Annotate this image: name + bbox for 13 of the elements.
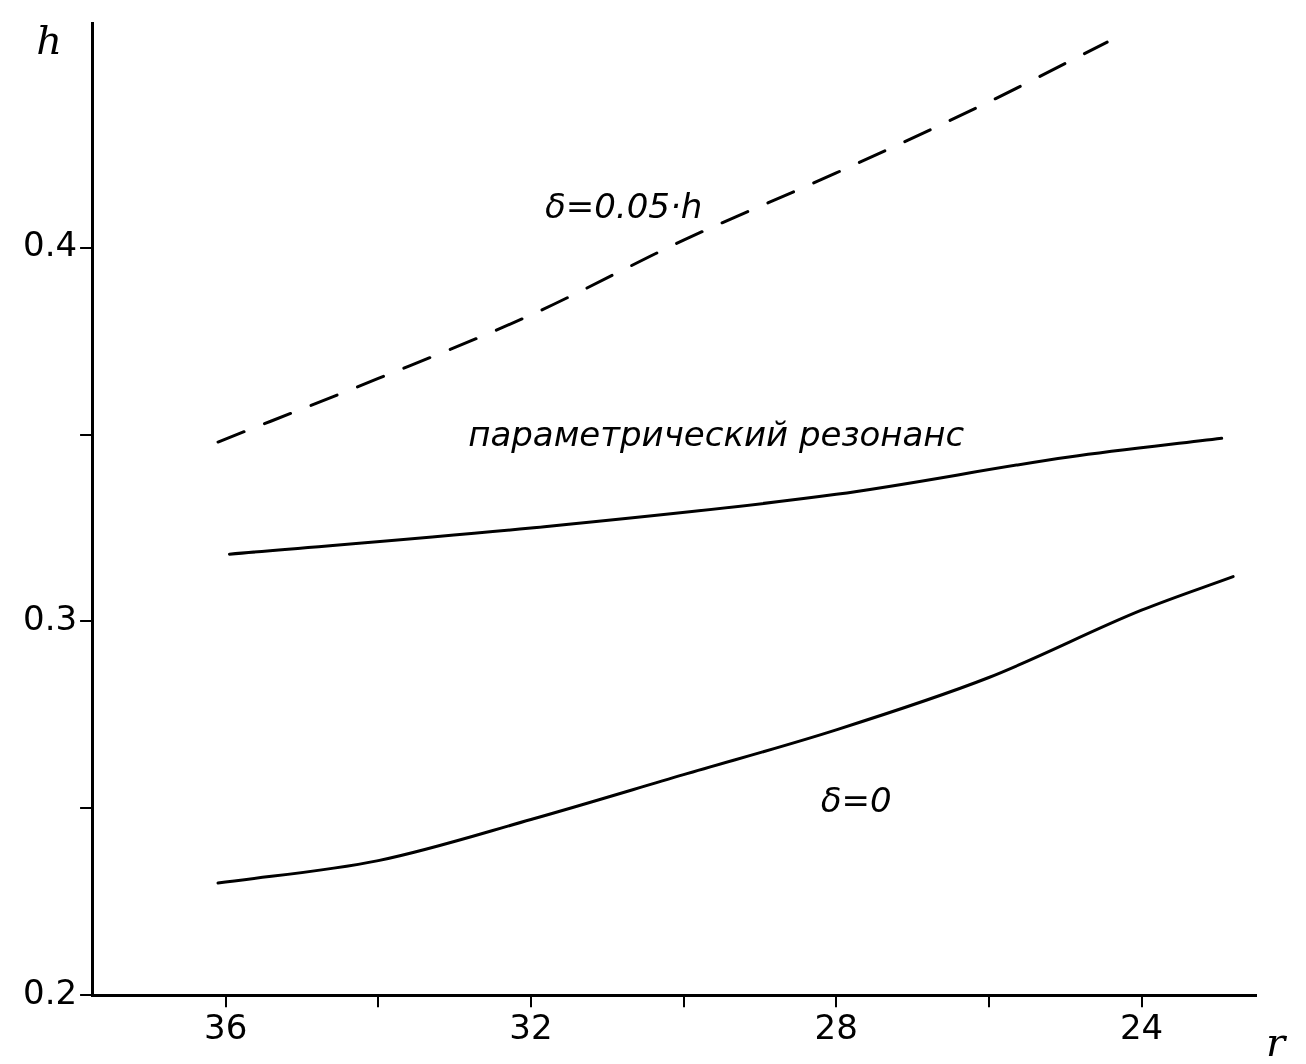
- y-tick-label: 0.4: [22, 224, 78, 265]
- x-axis-title: r: [1266, 1018, 1288, 1064]
- x-tick-label: 32: [509, 1007, 553, 1048]
- annotation: δ=0: [820, 779, 892, 820]
- y-axis-title: h: [36, 16, 63, 63]
- x-tick-label: 24: [1119, 1007, 1164, 1048]
- y-tick-label: 0.3: [22, 598, 78, 639]
- x-tick-label: 28: [814, 1007, 858, 1048]
- x-tick-label: 36: [204, 1007, 248, 1048]
- y-tick-label: 0.2: [22, 972, 78, 1013]
- annotation: δ=0.05·h: [544, 186, 703, 227]
- annotation: параметрический резонанс: [468, 414, 965, 455]
- line-series: [216, 575, 1235, 885]
